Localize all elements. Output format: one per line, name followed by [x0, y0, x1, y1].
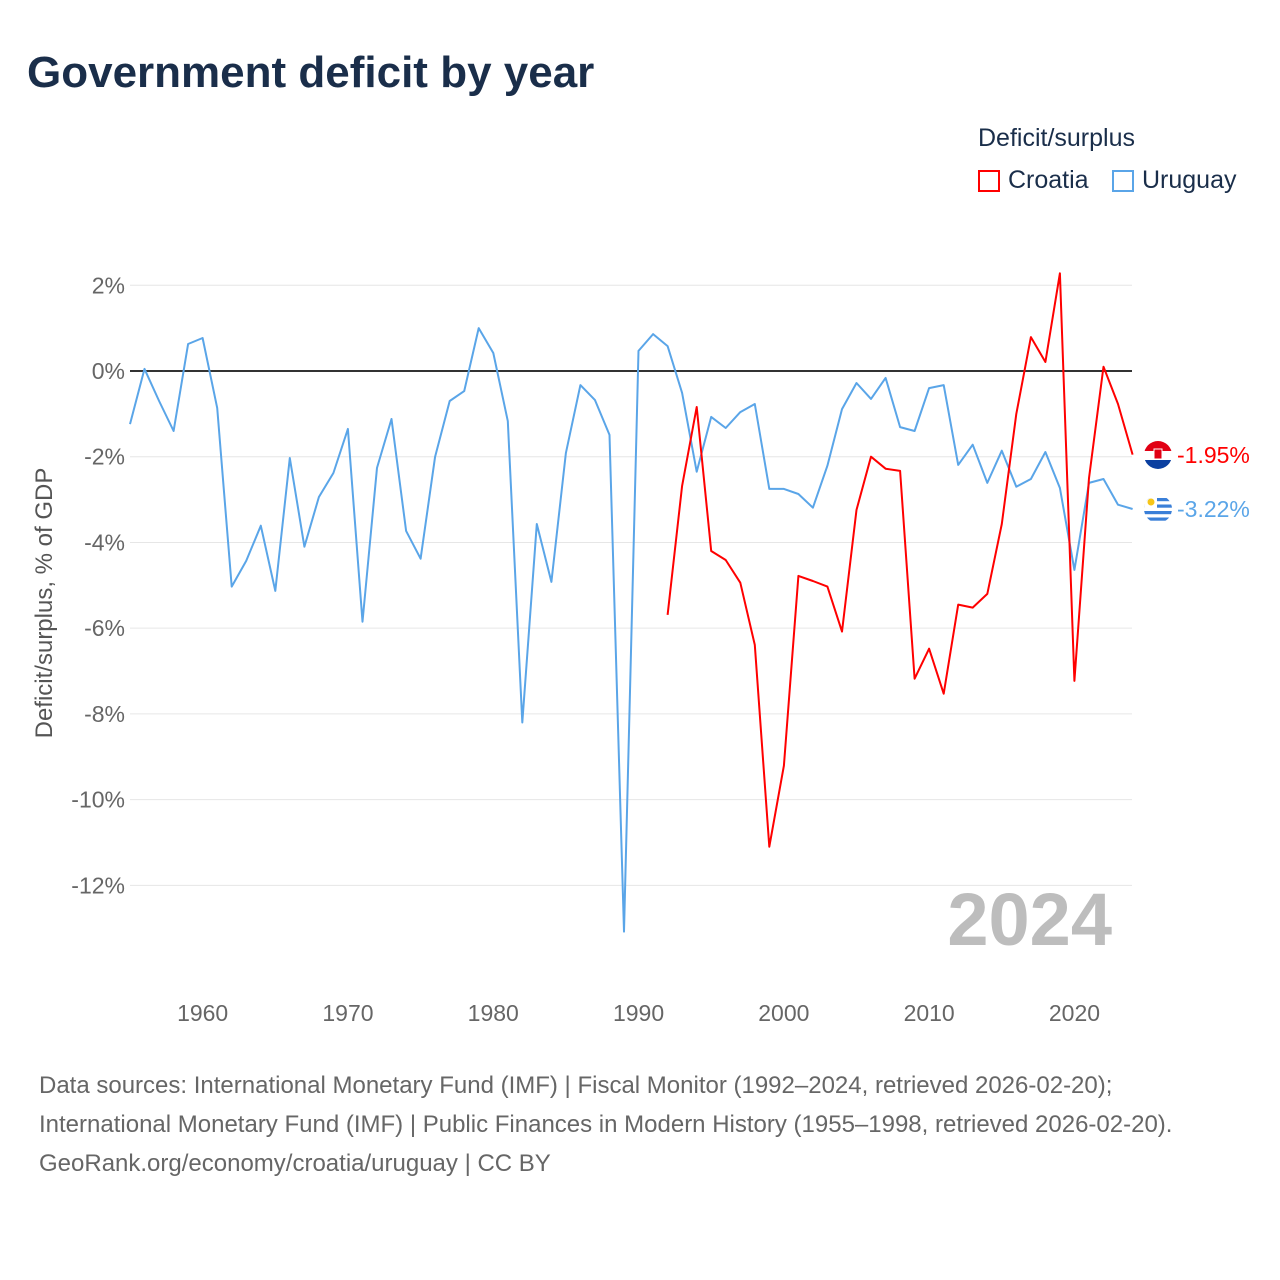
y-axis-label: Deficit/surplus, % of GDP [31, 468, 58, 739]
legend-item-croatia[interactable]: Croatia [978, 166, 1089, 195]
legend-title: Deficit/surplus [978, 124, 1135, 152]
x-tick-label: 1970 [322, 1000, 373, 1026]
flag-icon-croatia [1144, 441, 1172, 469]
y-tick-label: -6% [84, 615, 125, 641]
y-tick-label: -4% [84, 529, 125, 555]
legend-label-croatia: Croatia [1008, 166, 1089, 194]
y-tick-label: -10% [71, 787, 125, 813]
x-tick-label: 2020 [1049, 1000, 1100, 1026]
y-tick-label: -8% [84, 701, 125, 727]
x-tick-label: 1980 [468, 1000, 519, 1026]
flag-icon-uruguay [1144, 495, 1172, 523]
y-tick-label: -2% [84, 444, 125, 470]
end-label-croatia: -1.95% [1177, 442, 1250, 468]
y-tick-label: 0% [92, 358, 125, 384]
data-sources: Data sources: International Monetary Fun… [39, 1072, 1173, 1138]
x-tick-label: 2000 [758, 1000, 809, 1026]
series-line-croatia[interactable] [666, 272, 1134, 848]
legend-label-uruguay: Uruguay [1142, 166, 1237, 194]
legend-item-uruguay[interactable]: Uruguay [1112, 166, 1237, 195]
legend-swatch-croatia [978, 169, 1000, 192]
y-tick-label: -12% [71, 872, 125, 898]
chart-title: Government deficit by year [27, 48, 595, 97]
end-label-uruguay: -3.22% [1177, 496, 1250, 522]
x-tick-label: 1960 [177, 1000, 228, 1026]
x-tick-label: 1990 [613, 1000, 664, 1026]
year-watermark: 2024 [947, 878, 1112, 961]
series-line-uruguay[interactable] [129, 327, 1133, 933]
y-tick-label: 2% [92, 272, 125, 298]
credit-link[interactable]: GeoRank.org/economy/croatia/uruguay | CC… [39, 1150, 551, 1177]
x-tick-label: 2010 [904, 1000, 955, 1026]
legend-swatch-uruguay [1112, 169, 1134, 192]
footer: Data sources: International Monetary Fun… [39, 1066, 1239, 1183]
